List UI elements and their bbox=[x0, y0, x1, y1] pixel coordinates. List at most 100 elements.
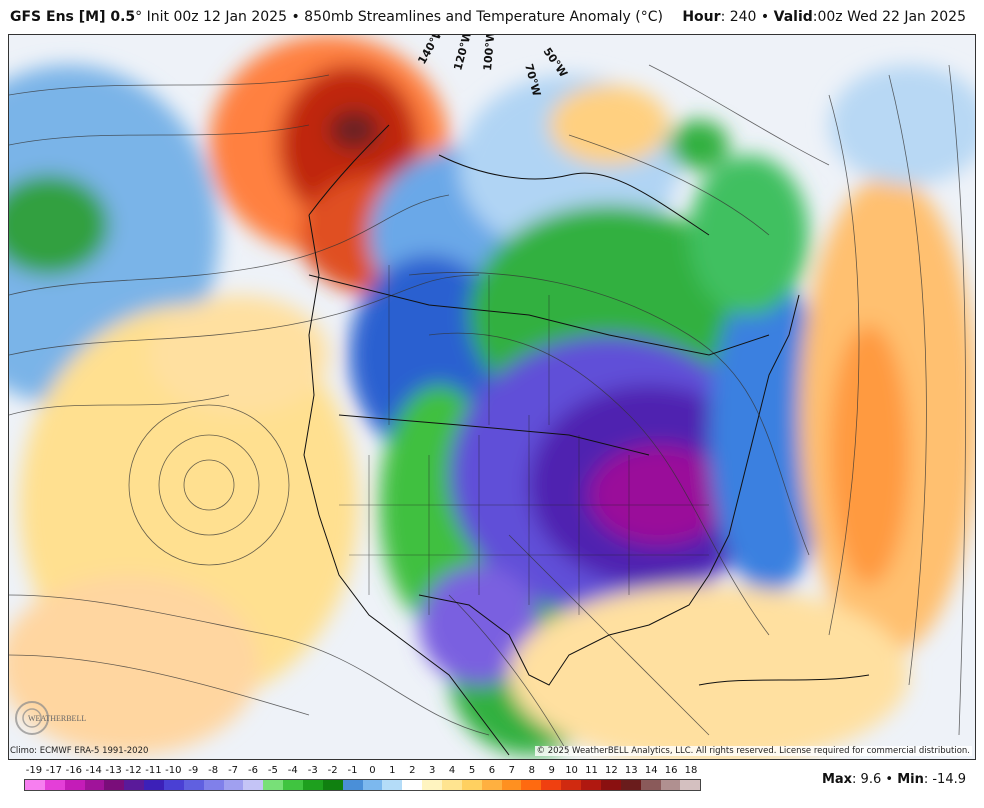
color-swatch bbox=[283, 780, 304, 790]
color-swatch bbox=[402, 780, 423, 790]
color-swatch bbox=[501, 780, 522, 790]
weatherbell-logo-icon: WEATHERBELL bbox=[15, 701, 86, 735]
color-swatch bbox=[541, 780, 562, 790]
color-legend-label: -3 bbox=[307, 765, 318, 776]
color-swatch bbox=[243, 780, 264, 790]
color-swatch bbox=[581, 780, 601, 790]
color-swatch bbox=[362, 780, 383, 790]
color-legend-label: 9 bbox=[548, 765, 555, 776]
valid-value: :00z Wed 22 Jan 2025 bbox=[812, 9, 966, 25]
title-separator: • bbox=[291, 9, 300, 25]
color-legend-label: 18 bbox=[684, 765, 698, 776]
color-legend-label: 13 bbox=[624, 765, 638, 776]
climo-note: Climo: ECMWF ERA-5 1991-2020 bbox=[10, 746, 149, 756]
color-legend-label: -12 bbox=[125, 765, 142, 776]
product-name: 850mb Streamlines and Temperature Anomal… bbox=[304, 9, 663, 25]
state-borders bbox=[339, 265, 709, 615]
color-legend-label: -19 bbox=[25, 765, 43, 776]
color-legend-label: 4 bbox=[448, 765, 456, 776]
color-legend-label: -9 bbox=[188, 765, 199, 776]
resolution-degree: ° bbox=[135, 9, 143, 25]
color-legend-label: -17 bbox=[45, 765, 63, 776]
temperature-anomaly-map: 140°W 120°W 100°W 70°W 50°W bbox=[9, 35, 975, 759]
color-legend-label: 8 bbox=[528, 765, 535, 776]
header-bar: GFS Ens [M] 0.5° Init 00z 12 Jan 2025 • … bbox=[0, 0, 984, 34]
color-swatch bbox=[124, 780, 145, 790]
model-name: GFS Ens [M] 0.5 bbox=[10, 9, 136, 25]
color-swatch bbox=[263, 780, 284, 790]
color-swatch bbox=[144, 780, 165, 790]
color-swatch bbox=[461, 780, 482, 790]
color-legend-label: 3 bbox=[429, 765, 436, 776]
color-legend-label: 2 bbox=[409, 765, 416, 776]
color-legend-swatches bbox=[24, 779, 701, 791]
color-swatch bbox=[322, 780, 343, 790]
color-swatch bbox=[303, 780, 323, 790]
color-swatch bbox=[680, 780, 701, 790]
color-legend-label: 14 bbox=[644, 765, 658, 776]
init-time: Init 00z 12 Jan 2025 bbox=[146, 9, 287, 25]
color-legend-label: -11 bbox=[145, 765, 162, 776]
color-legend-label: 0 bbox=[369, 765, 376, 776]
color-legend-label: 6 bbox=[488, 765, 496, 776]
color-swatch bbox=[104, 780, 125, 790]
color-legend-label: -2 bbox=[327, 765, 338, 776]
color-legend-label: 16 bbox=[664, 765, 678, 776]
color-legend-label: -13 bbox=[105, 765, 122, 776]
min-value: : -14.9 bbox=[923, 772, 966, 787]
valid-time-block: Hour: 240 • Valid:00z Wed 22 Jan 2025 bbox=[682, 9, 966, 25]
color-legend-label: -10 bbox=[165, 765, 182, 776]
coastlines bbox=[303, 124, 870, 756]
color-legend-label: -7 bbox=[228, 765, 239, 776]
color-swatch bbox=[660, 780, 681, 790]
color-legend-label: -6 bbox=[247, 765, 258, 776]
title-separator-2: • bbox=[760, 9, 770, 25]
color-legend-label: -14 bbox=[85, 765, 102, 776]
color-legend-label: -16 bbox=[65, 765, 82, 776]
color-legend-labels: -19 -17 -16 -14 -13 -12 -11 -10 -9 -8 -7 -6 -5 -4 -3 -2… bbox=[24, 765, 701, 779]
color-swatch bbox=[203, 780, 224, 790]
color-swatch bbox=[382, 780, 403, 790]
map-title: GFS Ens [M] 0.5° Init 00z 12 Jan 2025 • … bbox=[10, 9, 663, 25]
color-swatch bbox=[342, 780, 363, 790]
color-swatch bbox=[164, 780, 184, 790]
color-swatch bbox=[640, 780, 661, 790]
logo-text: WEATHERBELL bbox=[28, 714, 86, 723]
color-legend-label: 1 bbox=[389, 765, 396, 776]
color-swatch bbox=[223, 780, 244, 790]
stats-separator: • bbox=[885, 772, 894, 787]
color-swatch bbox=[481, 780, 502, 790]
color-legend-label: -4 bbox=[287, 765, 298, 776]
color-swatch bbox=[521, 780, 542, 790]
color-legend-label: 12 bbox=[605, 765, 618, 776]
color-swatch bbox=[620, 780, 641, 790]
color-swatch bbox=[25, 780, 45, 790]
color-legend-label: 7 bbox=[508, 765, 516, 776]
color-swatch bbox=[84, 780, 105, 790]
color-swatch bbox=[183, 780, 204, 790]
max-label: Max bbox=[821, 772, 853, 787]
anomaly-field bbox=[9, 35, 975, 759]
color-legend-label: 5 bbox=[468, 765, 476, 776]
color-swatch bbox=[44, 780, 65, 790]
color-swatch bbox=[64, 780, 85, 790]
hour-value: : 240 bbox=[720, 9, 757, 25]
color-swatch bbox=[600, 780, 621, 790]
color-legend-label: 11 bbox=[585, 765, 598, 776]
max-min-stats: Max: 9.6 • Min: -14.9 bbox=[822, 772, 966, 787]
hour-label: Hour bbox=[682, 9, 721, 25]
color-legend-label: 10 bbox=[565, 765, 578, 776]
color-swatch bbox=[442, 780, 462, 790]
color-swatch bbox=[422, 780, 443, 790]
longitude-label: 100°W bbox=[481, 35, 497, 71]
copyright-notice: © 2025 WeatherBELL Analytics, LLC. All r… bbox=[534, 746, 972, 756]
color-legend-label: -1 bbox=[347, 765, 358, 776]
color-legend-label: -5 bbox=[267, 765, 278, 776]
color-swatch bbox=[561, 780, 582, 790]
min-label: Min bbox=[897, 772, 924, 787]
color-legend-label: -8 bbox=[208, 765, 219, 776]
map-panel: 140°W 120°W 100°W 70°W 50°W bbox=[8, 34, 976, 760]
max-value: : 9.6 bbox=[852, 772, 882, 787]
streamlines bbox=[9, 64, 966, 756]
valid-label: Valid bbox=[773, 9, 813, 25]
